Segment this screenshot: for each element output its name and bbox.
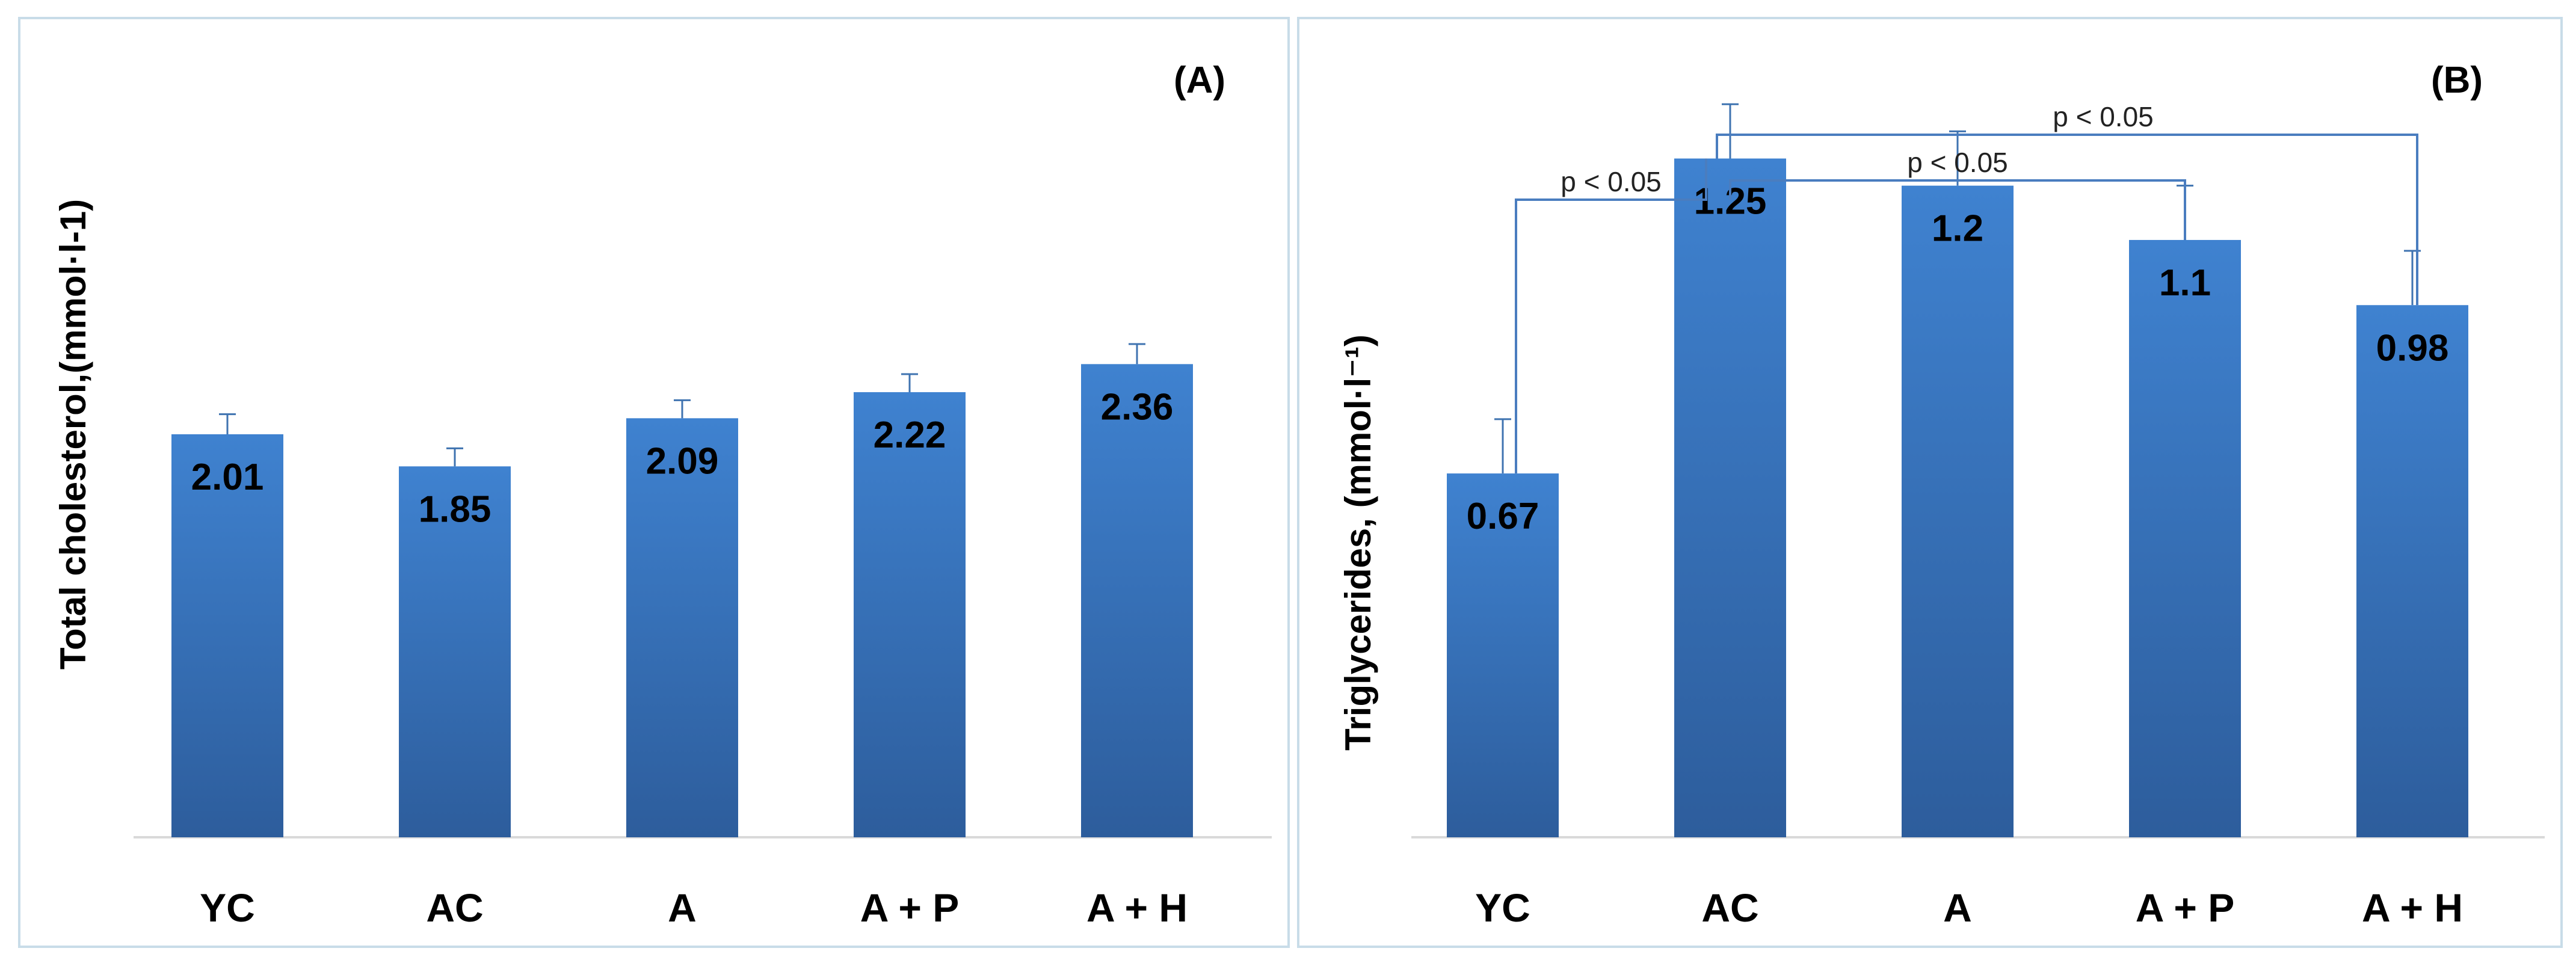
category-label: A + H (2362, 885, 2463, 930)
bar (1674, 158, 1786, 837)
y-axis-label: Total cholesterol,(mmol·l-1) (53, 199, 93, 669)
bar (399, 466, 511, 837)
bar-value-label: 1.1 (2159, 262, 2211, 304)
category-label: AC (426, 885, 483, 930)
panel-label: (A) (1174, 60, 1225, 101)
y-axis-label: Triglycerides, (mmol·l⁻¹) (1338, 334, 1378, 751)
category-label: A + P (2136, 885, 2234, 930)
chart-a-svg: 2.01 YC 1.85 AC 2.09 A 2.22 A + P 2.36 A + H Total… (53, 60, 1272, 930)
bar (1902, 185, 2014, 838)
bar (1081, 364, 1193, 837)
bar (2356, 305, 2468, 837)
significance-label: p < 0.05 (1561, 166, 1662, 197)
category-label: A + P (860, 885, 959, 930)
panel-label: (B) (2431, 60, 2483, 101)
chart-panel-a: 2.01 YC 1.85 AC 2.09 A 2.22 A + P 2.36 A + H Total… (18, 17, 1290, 948)
chart-panel-b: 0.67 YC 1.25 AC 1.2 A 1.1 A + P 0.98 A + H Triglyc… (1297, 17, 2563, 948)
significance-label: p < 0.05 (2053, 101, 2154, 132)
category-label: A (1943, 885, 1972, 930)
category-label: YC (200, 885, 255, 930)
bar (171, 434, 283, 837)
bar (1447, 473, 1559, 837)
category-label: A (668, 885, 697, 930)
bar (854, 392, 966, 837)
bar-value-label: 1.2 (1932, 208, 1983, 250)
bar-value-label: 2.36 (1101, 386, 1174, 428)
significance-bracket (1716, 134, 2418, 306)
category-label: YC (1475, 885, 1530, 930)
bar-value-label: 2.01 (191, 457, 264, 498)
bar-value-label: 2.22 (874, 414, 946, 456)
bar-value-label: 1.85 (419, 488, 491, 530)
bar (2129, 239, 2241, 837)
category-label: A + H (1086, 885, 1188, 930)
bar-value-label: 2.09 (646, 440, 719, 482)
bar-value-label: 0.67 (1467, 496, 1539, 537)
category-label: AC (1701, 885, 1758, 930)
bar-value-label: 0.98 (2376, 327, 2449, 369)
bar (626, 418, 738, 837)
significance-label: p < 0.05 (1907, 147, 2008, 178)
significance-bracket (1729, 179, 2186, 240)
significance-bracket (1515, 158, 1707, 474)
